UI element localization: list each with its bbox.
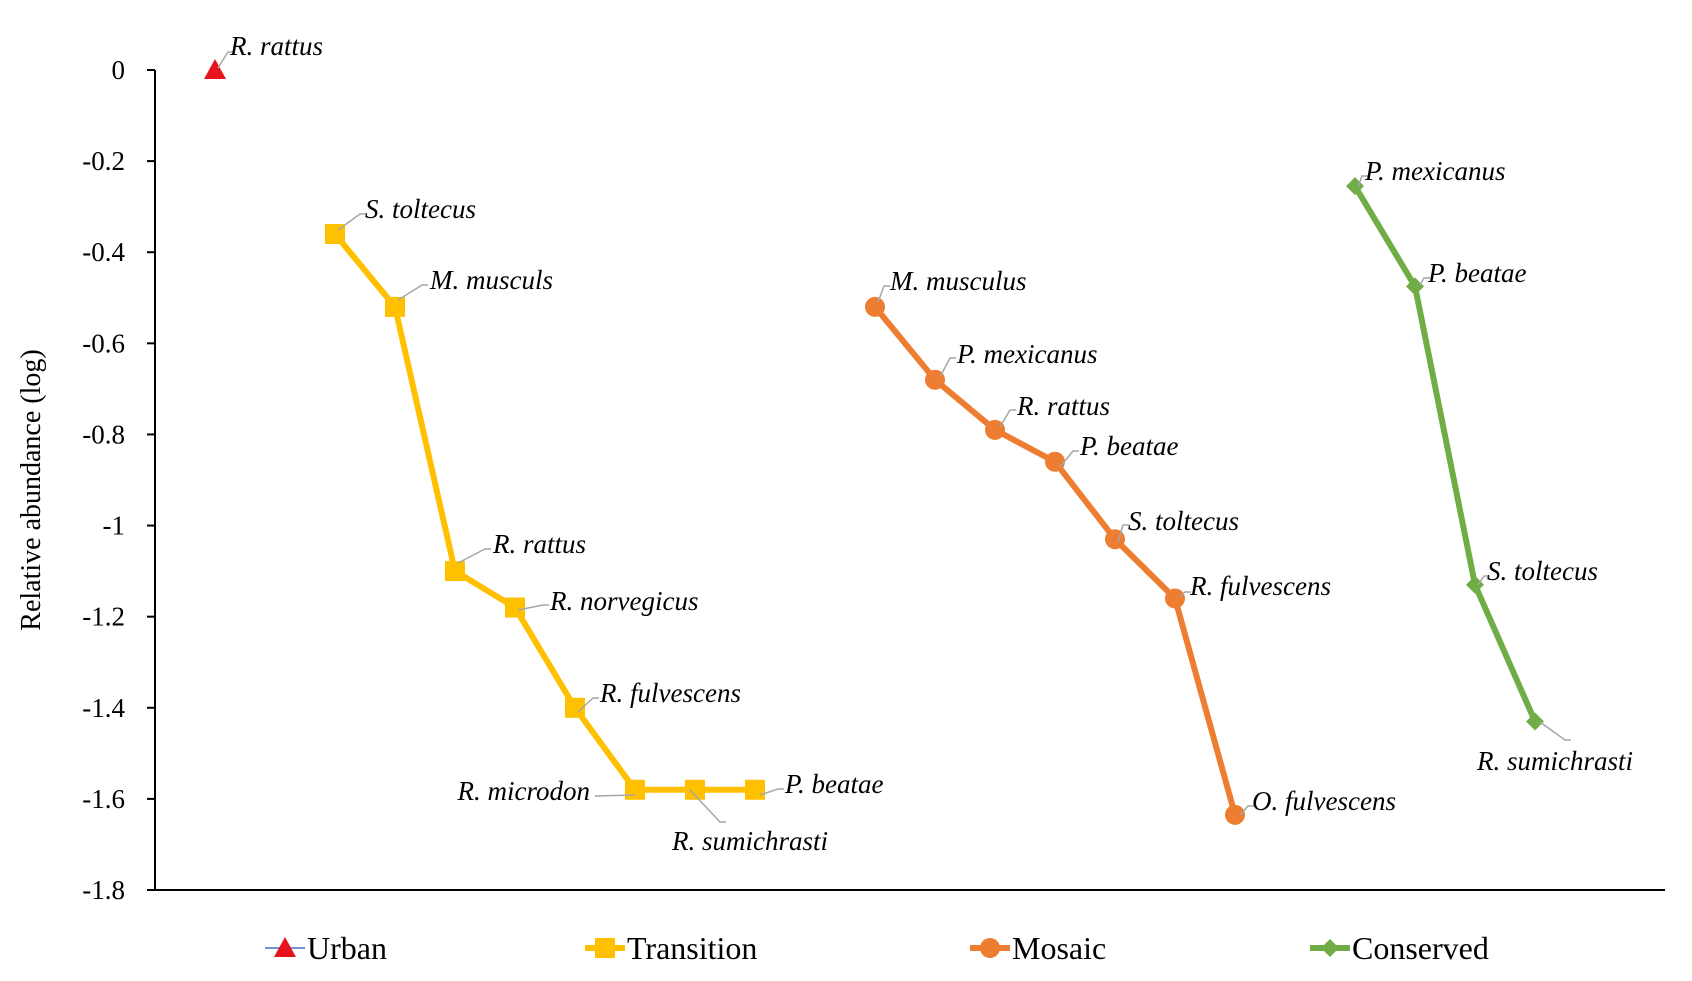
legend-label: Transition — [627, 930, 757, 966]
data-label: R. rattus — [492, 529, 586, 559]
data-point — [505, 597, 525, 618]
data-label: P. beatae — [784, 769, 883, 799]
legend: Urban Transition Mosaic Conserved — [265, 930, 1489, 966]
data-label: P. beatae — [1079, 431, 1178, 461]
data-label: P. mexicanus — [956, 339, 1097, 369]
data-label: S. toltecus — [365, 194, 476, 224]
legend-item-mosaic: Mosaic — [970, 930, 1106, 966]
y-tick-label: 0 — [112, 55, 126, 85]
leader-line — [1059, 450, 1079, 468]
leader-line — [939, 357, 956, 378]
leader-line — [1117, 524, 1129, 543]
leader-line — [1239, 805, 1254, 816]
data-point — [385, 296, 405, 317]
y-tick-label: -0.6 — [82, 328, 125, 358]
legend-item-conserved: Conserved — [1310, 930, 1489, 966]
leader-line — [759, 788, 784, 796]
legend-item-urban: Urban — [265, 930, 387, 966]
y-tick-label: -0.4 — [82, 237, 125, 267]
data-point — [745, 779, 765, 800]
data-point — [1466, 575, 1484, 594]
leader-line — [1419, 277, 1430, 286]
data-label: S. toltecus — [1487, 556, 1598, 586]
series-urban — [204, 59, 226, 79]
series-line — [1352, 184, 1538, 723]
y-tick-label: -1.6 — [82, 784, 125, 814]
leader-lines — [217, 51, 1571, 823]
leader-line — [337, 213, 366, 231]
data-point — [865, 296, 885, 317]
data-label: O. fulvescens — [1252, 786, 1396, 816]
data-label: R. rattus — [1016, 391, 1110, 421]
point-labels: R. rattus S. toltecus M. musculs R. rattus R… — [229, 31, 1633, 856]
data-point — [204, 59, 226, 79]
leader-line — [999, 409, 1016, 428]
data-point — [1105, 529, 1125, 550]
data-label: R. sumichrasti — [1476, 746, 1633, 776]
legend-marker — [980, 938, 1000, 958]
y-axis-title: Relative abundance (log) — [16, 349, 47, 630]
y-tick-label: -0.2 — [82, 146, 125, 176]
leader-line — [1539, 721, 1571, 741]
data-label: R. rattus — [229, 31, 323, 61]
leader-line — [577, 697, 599, 713]
data-point — [685, 779, 705, 800]
data-label: P. mexicanus — [1364, 156, 1505, 186]
data-point — [1526, 712, 1544, 731]
y-tick-label: -0.8 — [82, 419, 125, 449]
leader-line — [594, 794, 636, 797]
leader-line — [397, 284, 428, 301]
leader-line — [217, 51, 234, 69]
data-point — [565, 697, 585, 718]
data-label: R. sumichrasti — [671, 826, 828, 856]
leader-line — [517, 604, 549, 611]
data-label: P. beatae — [1427, 258, 1526, 288]
legend-item-transition: Transition — [585, 930, 757, 966]
y-tick-label: -1.4 — [82, 693, 125, 723]
data-point — [925, 369, 945, 390]
y-tick-label: -1.2 — [82, 602, 125, 632]
series-mosaic — [865, 296, 1245, 825]
leader-line — [1477, 575, 1490, 586]
data-label: S. toltecus — [1128, 506, 1239, 536]
leader-line — [1357, 175, 1368, 188]
data-point — [445, 561, 465, 582]
data-label: R. microdon — [457, 776, 590, 806]
data-point — [625, 779, 645, 800]
data-label: M. musculs — [429, 265, 553, 295]
legend-label: Mosaic — [1012, 930, 1106, 966]
y-tick-label: -1.8 — [82, 875, 125, 905]
legend-marker — [1321, 939, 1339, 957]
leader-line — [689, 789, 726, 823]
legend-label: Conserved — [1352, 930, 1489, 966]
data-point — [1165, 588, 1185, 609]
y-tick-label: -1 — [103, 511, 126, 541]
data-point — [1225, 804, 1245, 825]
data-point — [1406, 277, 1424, 296]
data-point — [1045, 451, 1065, 472]
axes: 0 -0.2 -0.4 -0.6 -0.8 -1 -1.2 -1.4 -1.6 -1.8 — [82, 55, 1665, 905]
leader-line — [877, 285, 890, 303]
leader-line — [1179, 591, 1191, 598]
data-label: R. fulvescens — [1189, 571, 1331, 601]
data-point — [985, 419, 1005, 440]
data-label: M. musculus — [889, 266, 1027, 296]
series-layer — [204, 59, 1544, 825]
legend-marker — [274, 937, 296, 957]
legend-marker — [595, 938, 615, 958]
data-label: R. norvegicus — [549, 586, 698, 616]
leader-line — [457, 548, 491, 564]
data-label: R. fulvescens — [599, 678, 741, 708]
series-transition — [325, 224, 765, 800]
legend-label: Urban — [307, 930, 387, 966]
series-conserved — [1346, 177, 1544, 731]
